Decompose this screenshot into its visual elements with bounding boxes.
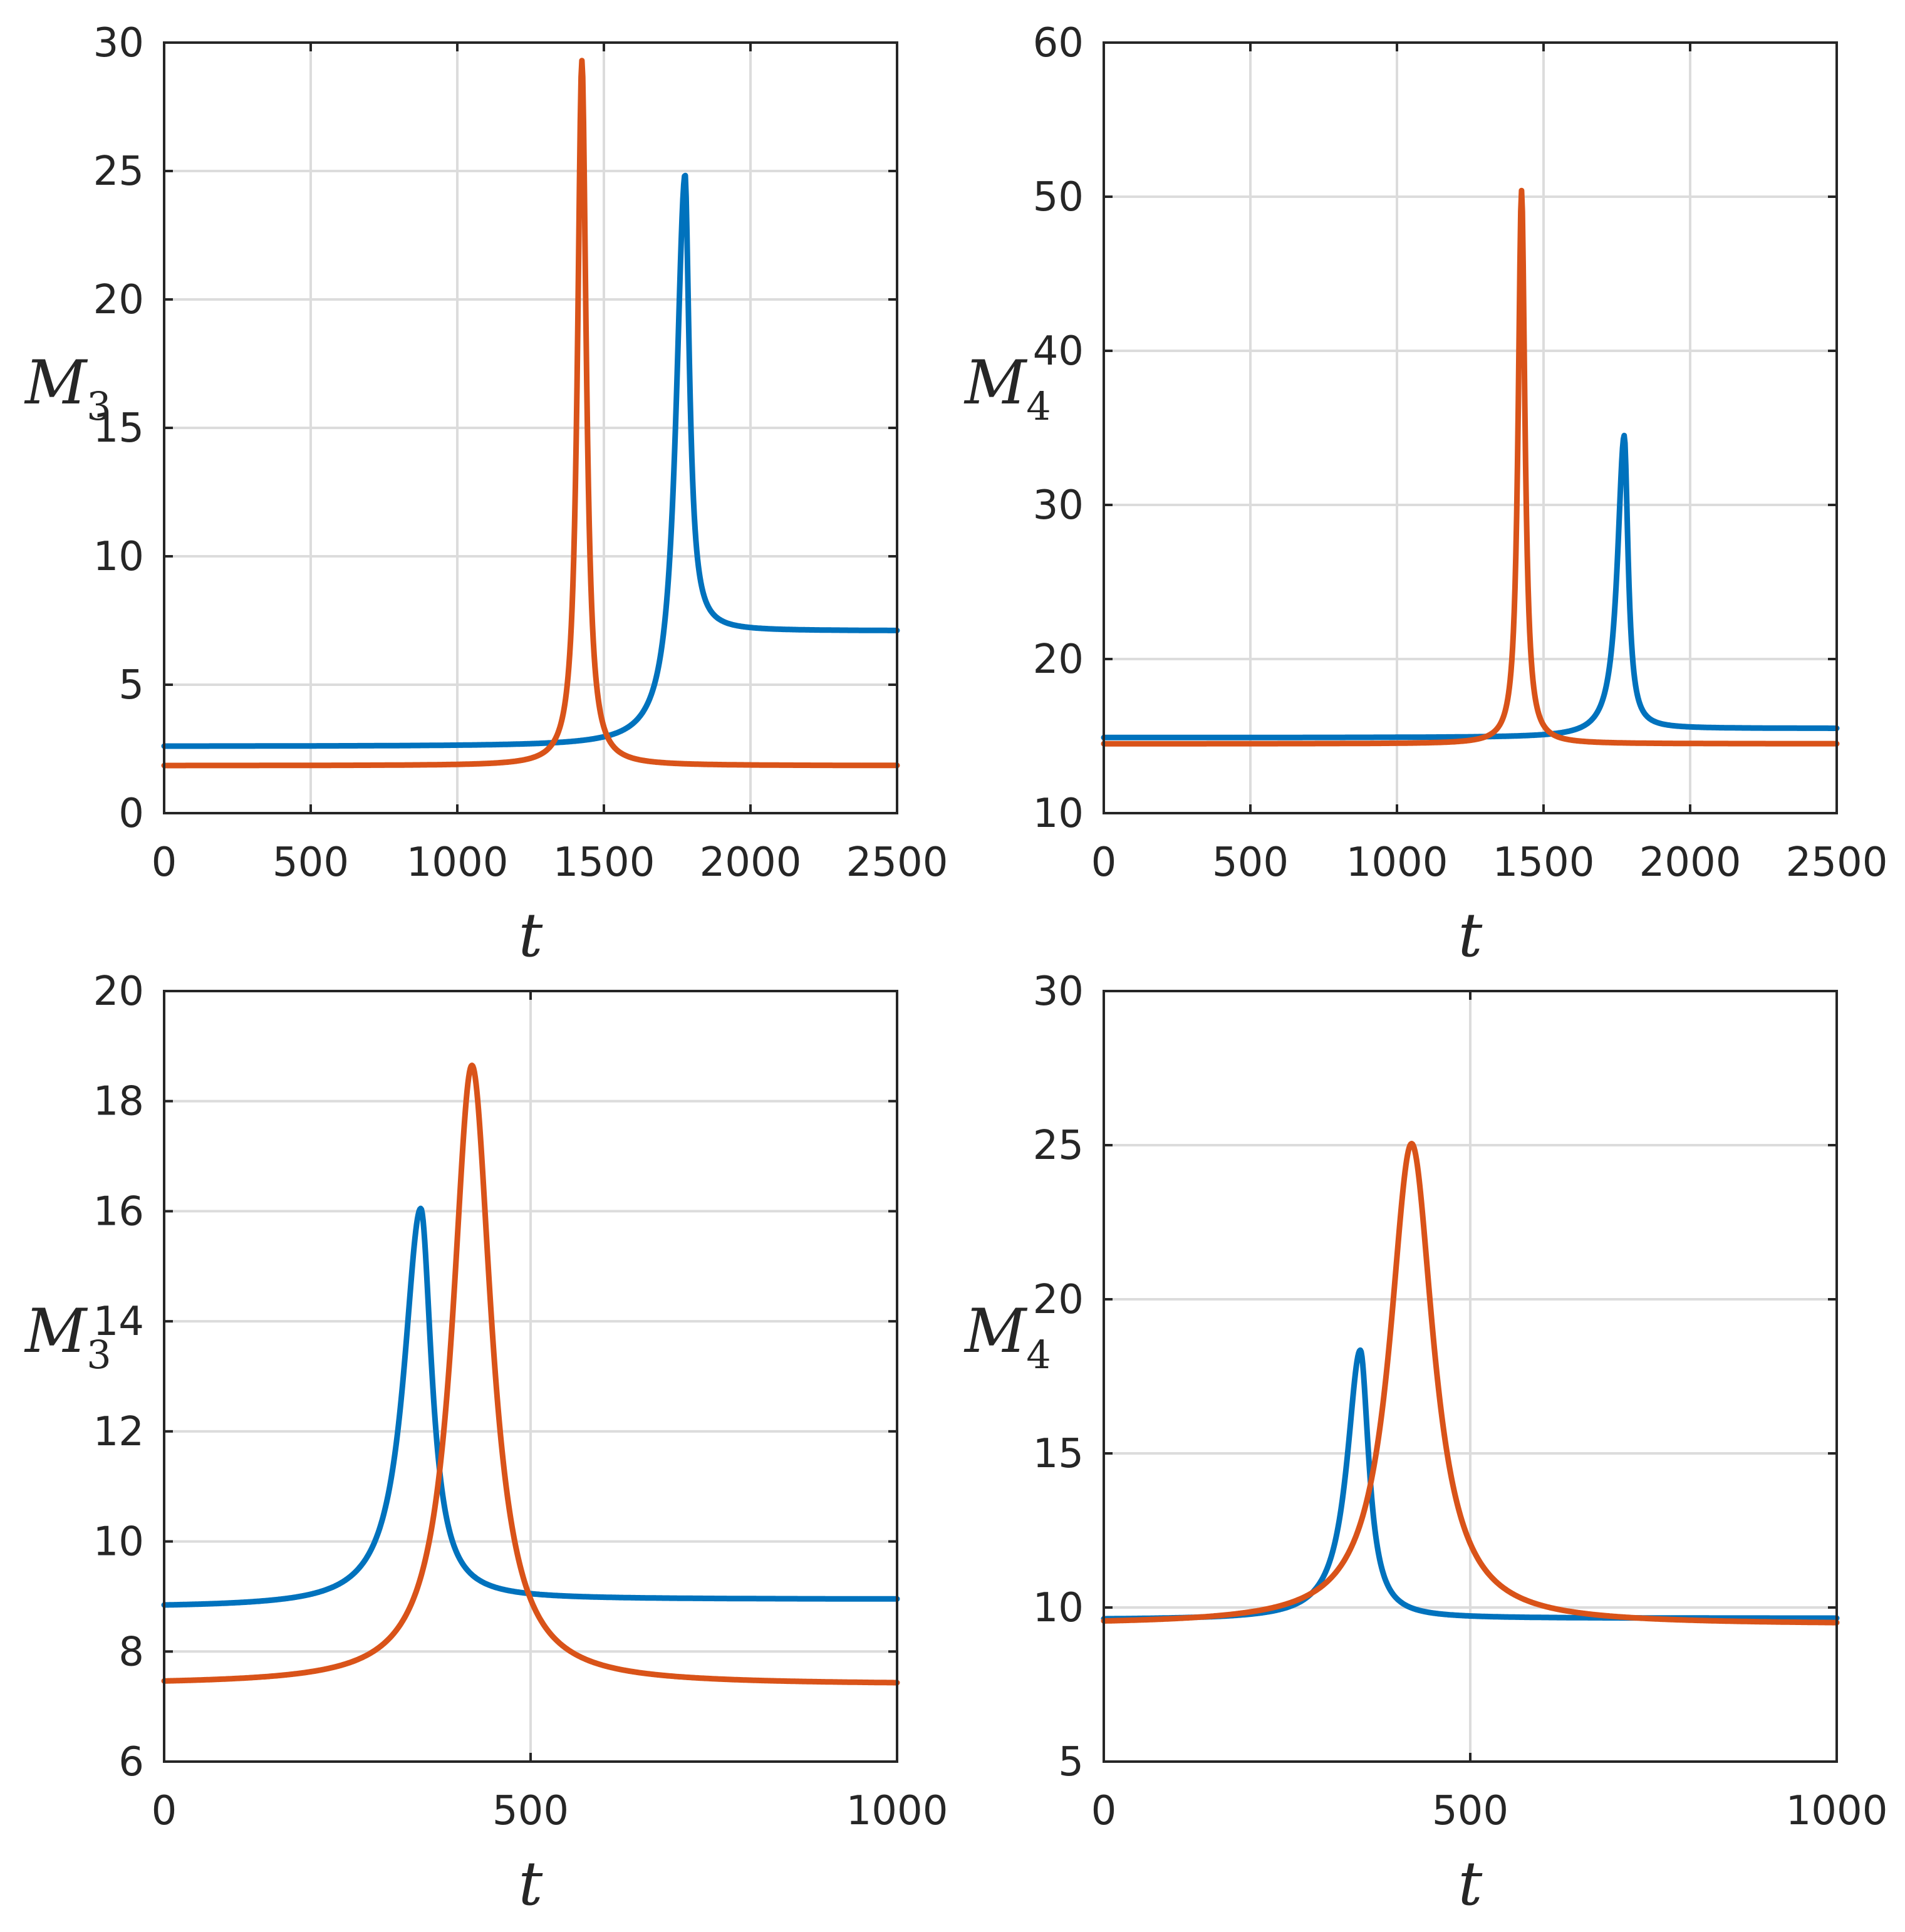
x-axis-label: t	[1458, 1849, 1483, 1919]
y-axis-label: M3	[24, 1296, 112, 1378]
x-tick-label: 0	[152, 839, 177, 886]
y-tick-label: 20	[93, 277, 144, 323]
y-tick-label: 30	[1033, 482, 1084, 529]
x-tick-label: 1500	[553, 839, 655, 886]
x-tick-label: 500	[273, 839, 349, 886]
x-axis-label: t	[519, 900, 543, 970]
x-tick-label: 1000	[1786, 1788, 1888, 1834]
x-tick-label: 2500	[1786, 839, 1888, 886]
y-axis-label: M4	[963, 1296, 1051, 1378]
x-tick-label: 1500	[1493, 839, 1595, 886]
y-tick-label: 20	[1033, 636, 1084, 683]
x-tick-label: 2500	[846, 839, 948, 886]
x-tick-label: 500	[1212, 839, 1289, 886]
x-axis-label: t	[519, 1849, 543, 1919]
y-tick-label: 50	[1033, 174, 1084, 221]
x-tick-label: 0	[1091, 839, 1117, 886]
y-tick-label: 18	[93, 1079, 144, 1125]
y-tick-label: 20	[93, 969, 144, 1015]
series-line-2	[1101, 1141, 1840, 1626]
y-tick-label: 30	[93, 20, 144, 66]
series-line-1	[1101, 432, 1840, 740]
x-axis-label: t	[1458, 900, 1483, 970]
series-line-1	[161, 172, 900, 749]
x-tick-label: 1000	[1346, 839, 1448, 886]
y-tick-label: 15	[1033, 1431, 1084, 1477]
panel-bottom-left: 0 500 1000 6 8 10 12 14 16 18 20 t M3	[24, 969, 948, 1919]
series-line-2	[1101, 187, 1840, 747]
series-line-2	[161, 58, 900, 769]
panel-top-right: 0 500 1000 1500 2000 2500 10 20 30 40 50 60 t M4	[963, 20, 1887, 970]
x-tick-label: 2000	[700, 839, 802, 886]
y-tick-label: 14	[93, 1299, 144, 1345]
panel-bottom-right: 0 500 1000 5 10 15 20 25 30 t M4	[963, 969, 1887, 1919]
y-tick-label: 10	[1033, 791, 1084, 837]
y-tick-label: 10	[93, 534, 144, 580]
y-tick-label: 15	[93, 405, 144, 452]
y-axis-label: M3	[24, 348, 112, 429]
y-tick-label: 20	[1033, 1277, 1084, 1323]
y-axis-label: M4	[963, 348, 1051, 429]
y-tick-label: 6	[118, 1739, 144, 1785]
y-tick-label: 0	[118, 791, 144, 837]
y-tick-label: 25	[93, 148, 144, 195]
y-tick-label: 12	[93, 1409, 144, 1455]
axes-frame	[1103, 41, 1838, 814]
x-tick-label: 1000	[846, 1788, 948, 1834]
x-tick-label: 2000	[1639, 839, 1741, 886]
y-tick-label: 25	[1033, 1123, 1084, 1169]
x-tick-label: 1000	[407, 839, 509, 886]
y-tick-label: 40	[1033, 328, 1084, 375]
x-tick-label: 0	[152, 1788, 177, 1834]
x-tick-label: 0	[1091, 1788, 1117, 1834]
panel-top-left: 0 500 1000 1500 2000 2500 0 5 10 15 20 25 30 t M3	[24, 20, 948, 970]
y-tick-label: 16	[93, 1188, 144, 1235]
series-line-2	[161, 1062, 900, 1686]
y-tick-label: 8	[118, 1629, 144, 1675]
x-tick-label: 500	[492, 1788, 569, 1834]
y-tick-label: 30	[1033, 969, 1084, 1015]
y-tick-label: 60	[1033, 20, 1084, 66]
y-tick-label: 10	[93, 1519, 144, 1566]
y-tick-label: 5	[118, 662, 144, 709]
x-tick-label: 500	[1432, 1788, 1508, 1834]
y-tick-label: 10	[1033, 1585, 1084, 1631]
y-tick-label: 5	[1058, 1739, 1084, 1785]
